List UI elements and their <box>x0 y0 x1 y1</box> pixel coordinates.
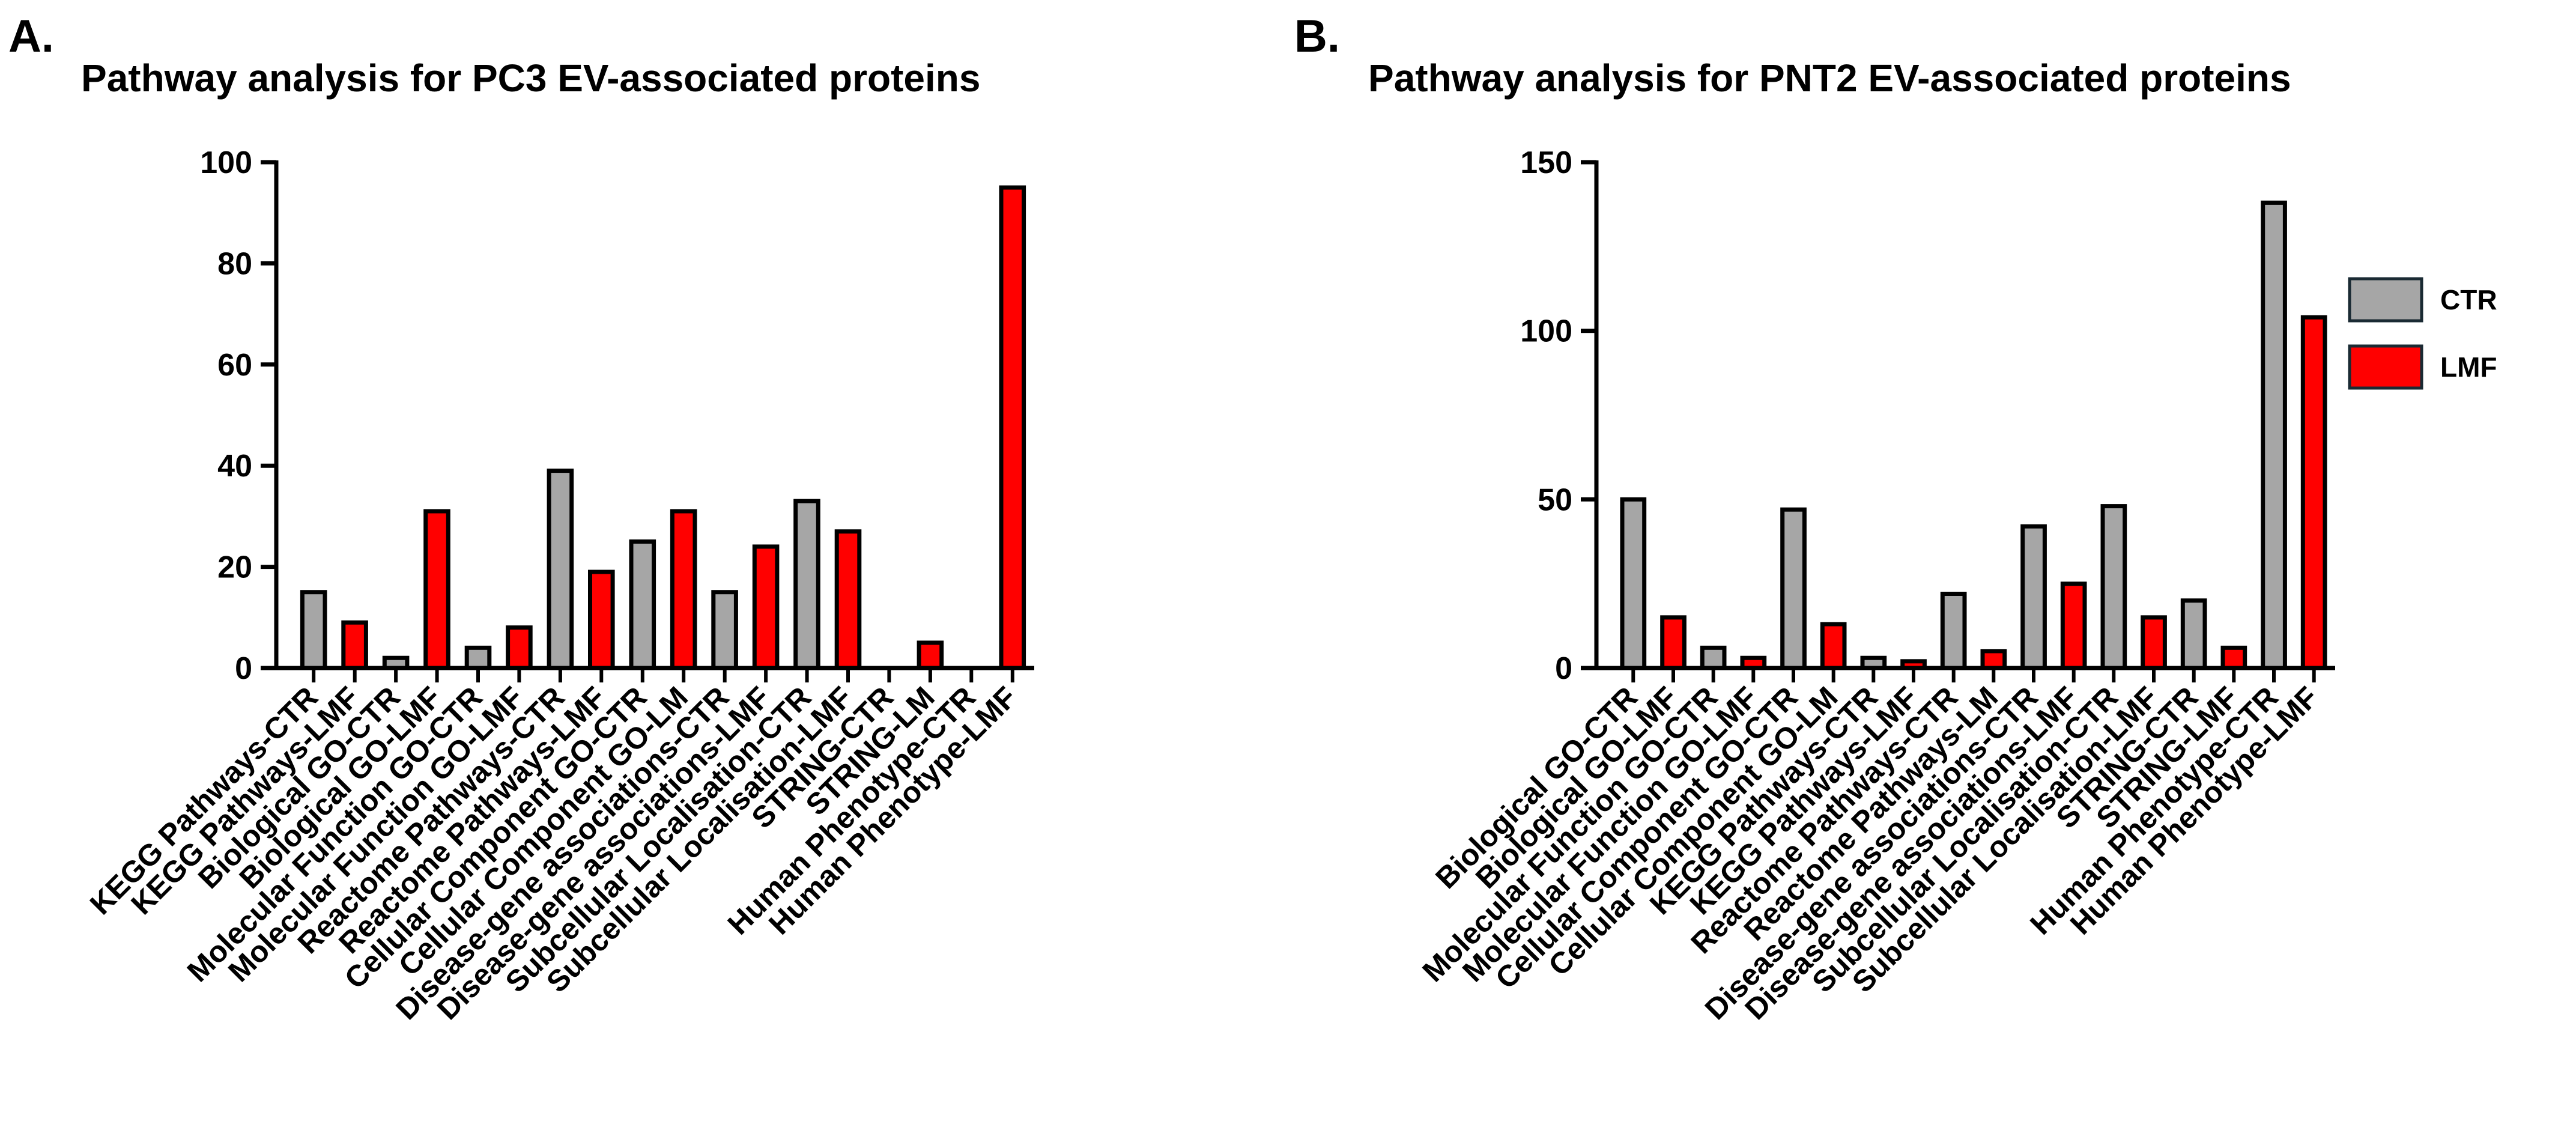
panel-b-bar <box>2020 524 2047 670</box>
panel-b-bar <box>2141 615 2167 670</box>
panel-a-title: Pathway analysis for PC3 EV-associated p… <box>81 56 980 100</box>
panel-b-bar <box>2261 200 2287 670</box>
panel-b-bar <box>2300 315 2327 670</box>
panel-a-bar <box>547 469 574 670</box>
panel-a-bar <box>341 620 368 670</box>
panel-a-bar <box>834 529 862 670</box>
panel-b-bar <box>1660 615 1687 670</box>
legend-swatch-lmf <box>2348 344 2423 390</box>
panel-a-bar <box>711 590 738 670</box>
panel-a-bar <box>464 645 492 670</box>
panel-b-bar <box>1940 592 1967 670</box>
panel-b-bar <box>2100 504 2127 670</box>
panel-b-bar <box>2180 598 2207 670</box>
panel-b-y-tick-label: 150 <box>1520 145 1572 180</box>
panel-b-bar <box>1620 497 1647 670</box>
panel-a-bar <box>917 640 944 670</box>
panel-b-bar <box>1700 645 1727 670</box>
panel-b-y-tick-label: 100 <box>1520 314 1572 349</box>
panel-a-bar <box>506 625 533 670</box>
panel-b-title: Pathway analysis for PNT2 EV-associated … <box>1368 56 2291 100</box>
legend-label-lmf: LMF <box>2440 351 2497 383</box>
panel-a-bar <box>629 539 656 670</box>
panel-a-bar <box>752 544 780 670</box>
panel-b-letter: B. <box>1294 11 1340 62</box>
legend: CTR LMF <box>2348 277 2497 390</box>
panel-b-bar <box>2220 645 2247 670</box>
panel-a-y-tick-label: 100 <box>200 145 252 180</box>
panel-a-letter: A. <box>8 11 54 62</box>
legend-label-ctr: CTR <box>2440 284 2497 315</box>
panel-a-y-tick-label: 80 <box>217 246 252 281</box>
panel-a-bar <box>423 509 450 670</box>
panel-a-y-tick-label: 20 <box>217 550 252 585</box>
panel-a-y-tick-label: 60 <box>217 348 252 383</box>
panel-a-y-tick-label: 0 <box>235 651 252 686</box>
panel-b-bar <box>1780 507 1807 670</box>
panel-a-bar <box>588 569 615 670</box>
legend-swatch-ctr <box>2348 277 2423 323</box>
panel-b-bar <box>1980 649 2007 670</box>
panel-b-y-tick-label: 0 <box>1555 651 1572 686</box>
panel-b-bar <box>2060 582 2087 670</box>
panel-a-y-tick-label: 40 <box>217 449 252 484</box>
panel-a-bar <box>999 185 1026 670</box>
panel-a-bar <box>670 509 697 670</box>
panel-b-y-tick-label: 50 <box>1538 482 1572 517</box>
panel-a-bar <box>793 499 820 670</box>
panel-a-bar <box>300 590 327 670</box>
panel-b-bar <box>1820 622 1847 670</box>
